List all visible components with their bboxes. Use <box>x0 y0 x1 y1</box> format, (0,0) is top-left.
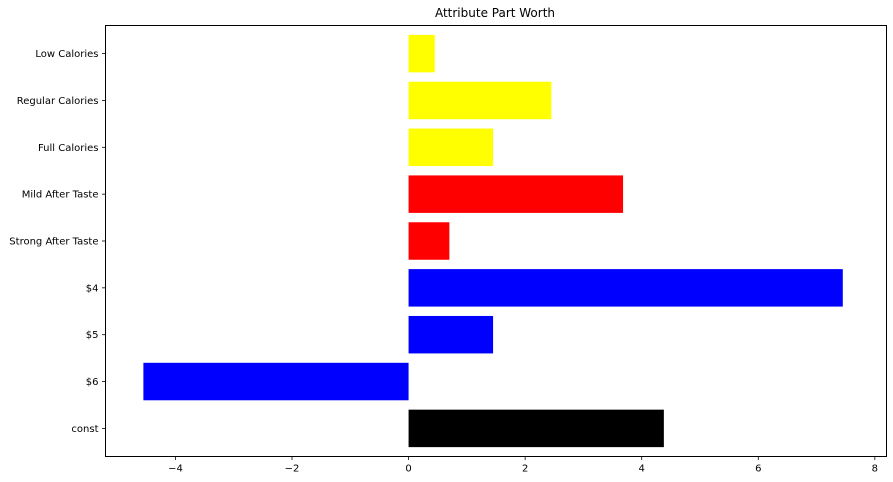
x-tick-label: −2 <box>285 464 300 475</box>
x-tick-label: 4 <box>639 464 645 475</box>
chart-title: Attribute Part Worth <box>435 6 555 20</box>
y-tick-label: Full Calories <box>38 143 99 154</box>
bar-6 <box>143 362 409 401</box>
y-tick-label: Regular Calories <box>17 96 99 107</box>
bar-full-calories <box>408 128 494 167</box>
bar-regular-calories <box>408 81 552 120</box>
bars-group <box>143 34 843 448</box>
x-axis-ticks: −4 −2 0 2 4 6 8 <box>168 456 878 475</box>
bar-const <box>408 409 664 448</box>
bar-mild-after-taste <box>408 175 624 213</box>
x-tick-label: 8 <box>872 464 878 475</box>
y-tick-label: $4 <box>86 283 99 294</box>
x-tick-label: −4 <box>168 464 183 475</box>
y-tick-label: Low Calories <box>35 49 98 60</box>
y-tick-label: $6 <box>86 377 99 388</box>
bar-4 <box>408 269 843 307</box>
x-tick-label: 2 <box>522 464 528 475</box>
plot-frame <box>105 25 887 457</box>
y-axis-ticks: const $6 $5 $4 Strong After Taste Mild After … <box>9 49 106 435</box>
y-tick-label: const <box>71 424 98 435</box>
x-tick-label: 0 <box>405 464 411 475</box>
y-tick-label: $5 <box>86 330 99 341</box>
y-tick-label: Mild After Taste <box>22 190 99 201</box>
x-tick-label: 6 <box>755 464 761 475</box>
bar-low-calories <box>408 34 435 73</box>
y-tick-label: Strong After Taste <box>9 237 98 248</box>
bar-strong-after-taste <box>408 222 450 260</box>
bar-5 <box>408 315 494 354</box>
